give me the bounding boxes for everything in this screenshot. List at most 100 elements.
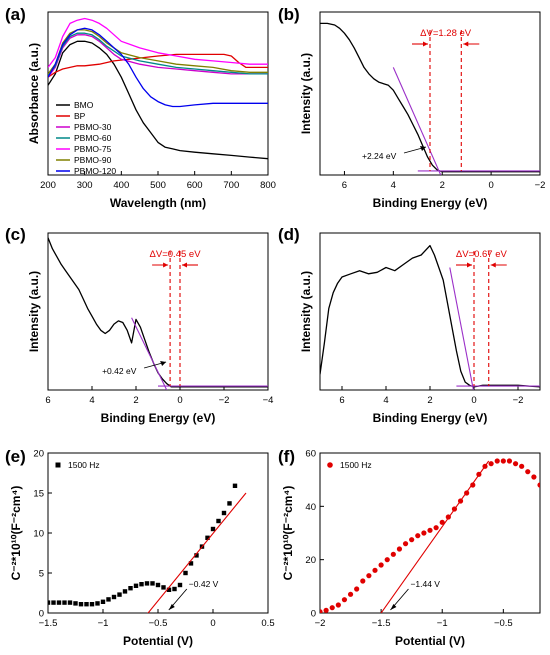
x-tick-label: −1 bbox=[98, 618, 109, 629]
data-point bbox=[384, 557, 390, 563]
panel-label: (d) bbox=[278, 225, 300, 244]
data-point bbox=[205, 535, 210, 540]
delta-v-arrowhead bbox=[463, 41, 469, 47]
series-line bbox=[320, 22, 540, 173]
data-point bbox=[95, 601, 100, 606]
series-line bbox=[48, 237, 268, 388]
data-layer bbox=[48, 483, 247, 613]
series-line bbox=[48, 34, 268, 78]
x-tick-label: 700 bbox=[223, 180, 239, 191]
delta-v-label: ΔV=0.45 eV bbox=[150, 249, 202, 260]
x-tick-label: 0 bbox=[177, 395, 182, 406]
edge-arrowhead bbox=[420, 146, 426, 151]
series-fit-line bbox=[380, 460, 490, 613]
x-tick-label: 2 bbox=[440, 180, 445, 191]
data-point bbox=[106, 597, 111, 602]
data-point bbox=[470, 482, 476, 488]
data-point bbox=[519, 463, 525, 469]
data-layer bbox=[320, 244, 540, 390]
data-point bbox=[166, 587, 172, 592]
panel-label: (f) bbox=[278, 447, 295, 466]
x-tick-label: 200 bbox=[40, 180, 56, 191]
y-tick-label: 60 bbox=[305, 449, 316, 460]
x-tick-label: 4 bbox=[383, 395, 388, 406]
legend-label: BP bbox=[74, 111, 86, 121]
panel-label: (a) bbox=[5, 5, 26, 24]
x-axis-label: Binding Energy (eV) bbox=[373, 411, 488, 425]
delta-v-arrowhead bbox=[467, 262, 472, 268]
plot-frame bbox=[319, 11, 541, 176]
data-point bbox=[402, 541, 409, 547]
data-point bbox=[329, 605, 335, 611]
data-point bbox=[48, 600, 51, 605]
y-tick-label: 5 bbox=[39, 569, 44, 580]
panel-label: (b) bbox=[278, 5, 300, 24]
x-tick-label: −0.5 bbox=[494, 618, 513, 629]
data-point bbox=[531, 474, 537, 480]
data-point bbox=[139, 582, 144, 587]
edge-arrowhead bbox=[160, 361, 167, 366]
x-tick-label: 0 bbox=[210, 618, 215, 629]
data-point bbox=[512, 461, 519, 467]
series-fit-line bbox=[147, 492, 247, 613]
data-point bbox=[210, 526, 216, 532]
x-tick-label: 800 bbox=[260, 180, 276, 191]
x-tick-label: −1.5 bbox=[372, 618, 391, 629]
y-axis-label: Intensity (a.u.) bbox=[27, 271, 41, 352]
x-tick-label: 2 bbox=[427, 395, 432, 406]
y-tick-label: 20 bbox=[305, 555, 316, 566]
intercept-label: −0.42 V bbox=[189, 579, 219, 589]
panel-f: (f) −2 −1.5 −1 −0.5 0 20 40 60 Potential (V) C⁻²*1… bbox=[278, 447, 541, 648]
x-tick-label: 6 bbox=[339, 395, 344, 406]
panel-b: (b) 6 4 2 0 −2 Binding Energy (eV) Intensity (a… bbox=[278, 5, 545, 210]
legend-label: BMO bbox=[74, 100, 94, 110]
x-tick-label: −2 bbox=[219, 395, 230, 406]
x-tick-label: 6 bbox=[45, 395, 50, 406]
data-point bbox=[216, 518, 221, 524]
y-tick-label: 0 bbox=[39, 609, 44, 620]
x-axis-label: Wavelength (nm) bbox=[110, 196, 206, 210]
data-point bbox=[161, 585, 166, 590]
y-axis-label: Intensity (a.u.) bbox=[299, 271, 313, 352]
data-point bbox=[320, 609, 323, 613]
data-point bbox=[78, 602, 84, 607]
delta-v-label: ΔV=1.28 eV bbox=[420, 28, 472, 39]
y-tick-label: 10 bbox=[33, 529, 44, 540]
data-point bbox=[427, 527, 433, 533]
x-axis-label: Potential (V) bbox=[123, 634, 193, 648]
y-tick-label: 20 bbox=[33, 449, 44, 460]
data-point bbox=[177, 582, 183, 588]
data-point bbox=[227, 501, 232, 506]
x-tick-label: 500 bbox=[150, 180, 166, 191]
series-fit-line bbox=[449, 267, 474, 390]
series-line bbox=[48, 53, 268, 78]
intercept-label: −1.44 V bbox=[410, 579, 440, 589]
data-point bbox=[62, 600, 67, 605]
data-point bbox=[117, 592, 122, 597]
data-layer bbox=[320, 458, 540, 613]
y-axis-label: C⁻²*10¹⁰(F⁻²cm⁴) bbox=[9, 486, 23, 581]
data-layer bbox=[48, 237, 268, 390]
data-point bbox=[67, 600, 73, 605]
data-point bbox=[56, 600, 62, 605]
y-axis-label: C⁻²*10¹⁰(F⁻²cm⁴) bbox=[281, 486, 295, 581]
data-point bbox=[488, 461, 494, 467]
legend-label: PBMO-120 bbox=[74, 166, 116, 176]
data-point bbox=[494, 458, 500, 464]
series-fit-line bbox=[392, 67, 442, 175]
data-point bbox=[439, 519, 445, 525]
panel-e: (e) −1.5 −1 −0.5 0 0.5 0 5 10 15 20 Potential (V) C⁻… bbox=[5, 447, 275, 648]
data-point bbox=[500, 458, 506, 464]
data-point bbox=[323, 607, 329, 613]
delta-v-arrowhead bbox=[423, 41, 428, 47]
plot-frame bbox=[47, 232, 269, 391]
data-point bbox=[232, 483, 238, 488]
data-point bbox=[144, 581, 150, 586]
data-point bbox=[396, 546, 403, 552]
data-point bbox=[84, 602, 89, 607]
x-tick-label: 600 bbox=[187, 180, 203, 191]
data-point bbox=[100, 599, 106, 604]
x-axis-label: Potential (V) bbox=[395, 634, 465, 648]
data-point bbox=[506, 458, 513, 464]
x-axis-label: Binding Energy (eV) bbox=[373, 196, 488, 210]
